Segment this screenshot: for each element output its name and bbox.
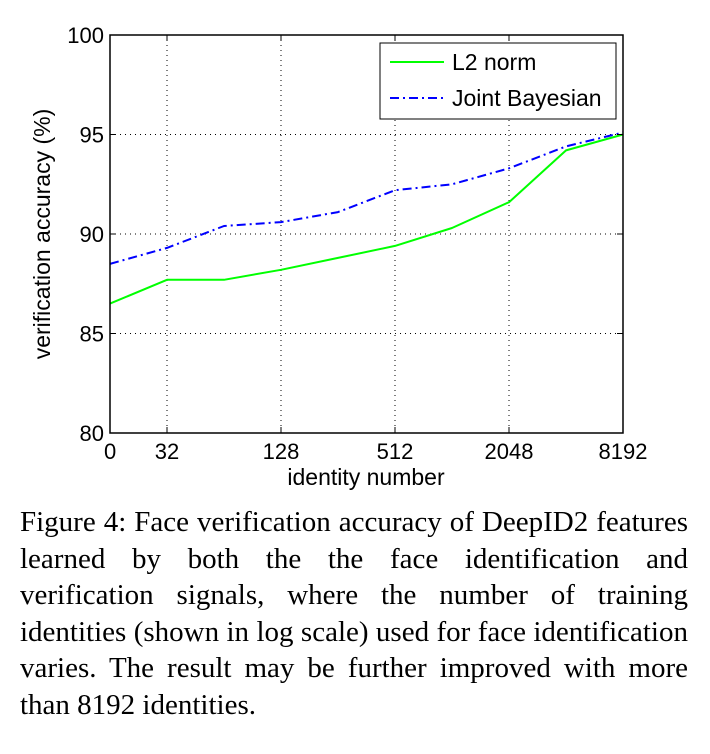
grid-lines (110, 35, 623, 433)
x-tick-label: 128 (263, 439, 300, 464)
legend-box (379, 42, 617, 120)
series-line-l2-norm (109, 133, 624, 305)
y-tick-label: 90 (80, 222, 104, 247)
x-tick-label: 512 (377, 439, 414, 464)
y-tick-label: 95 (80, 123, 104, 148)
legend-label-l2-norm: L2 norm (452, 49, 536, 75)
x-ticks: 0 32 128 512 2048 8192 (104, 35, 647, 464)
x-tick-label: 8192 (599, 439, 648, 464)
series-layer (109, 131, 624, 305)
x-tick-label: 2048 (485, 439, 534, 464)
legend: L2 norm Joint Bayesian (379, 42, 617, 120)
series-line-joint-bayesian (109, 131, 624, 265)
x-tick-label: 0 (104, 439, 116, 464)
legend-label-joint-bayesian: Joint Bayesian (452, 85, 602, 111)
y-tick-label: 80 (80, 421, 104, 446)
y-tick-label: 100 (67, 23, 104, 48)
y-tick-label: 85 (80, 322, 104, 347)
y-axis-label: verification accuracy (%) (29, 109, 55, 360)
x-tick-label: 32 (155, 439, 179, 464)
figure-caption: Figure 4: Face verification accuracy of … (20, 506, 688, 721)
x-axis-label: identity number (287, 464, 445, 490)
chart: 80 85 90 95 100 0 32 128 512 2048 8192 identity n… (29, 23, 647, 490)
y-ticks: 80 85 90 95 100 (67, 23, 623, 446)
